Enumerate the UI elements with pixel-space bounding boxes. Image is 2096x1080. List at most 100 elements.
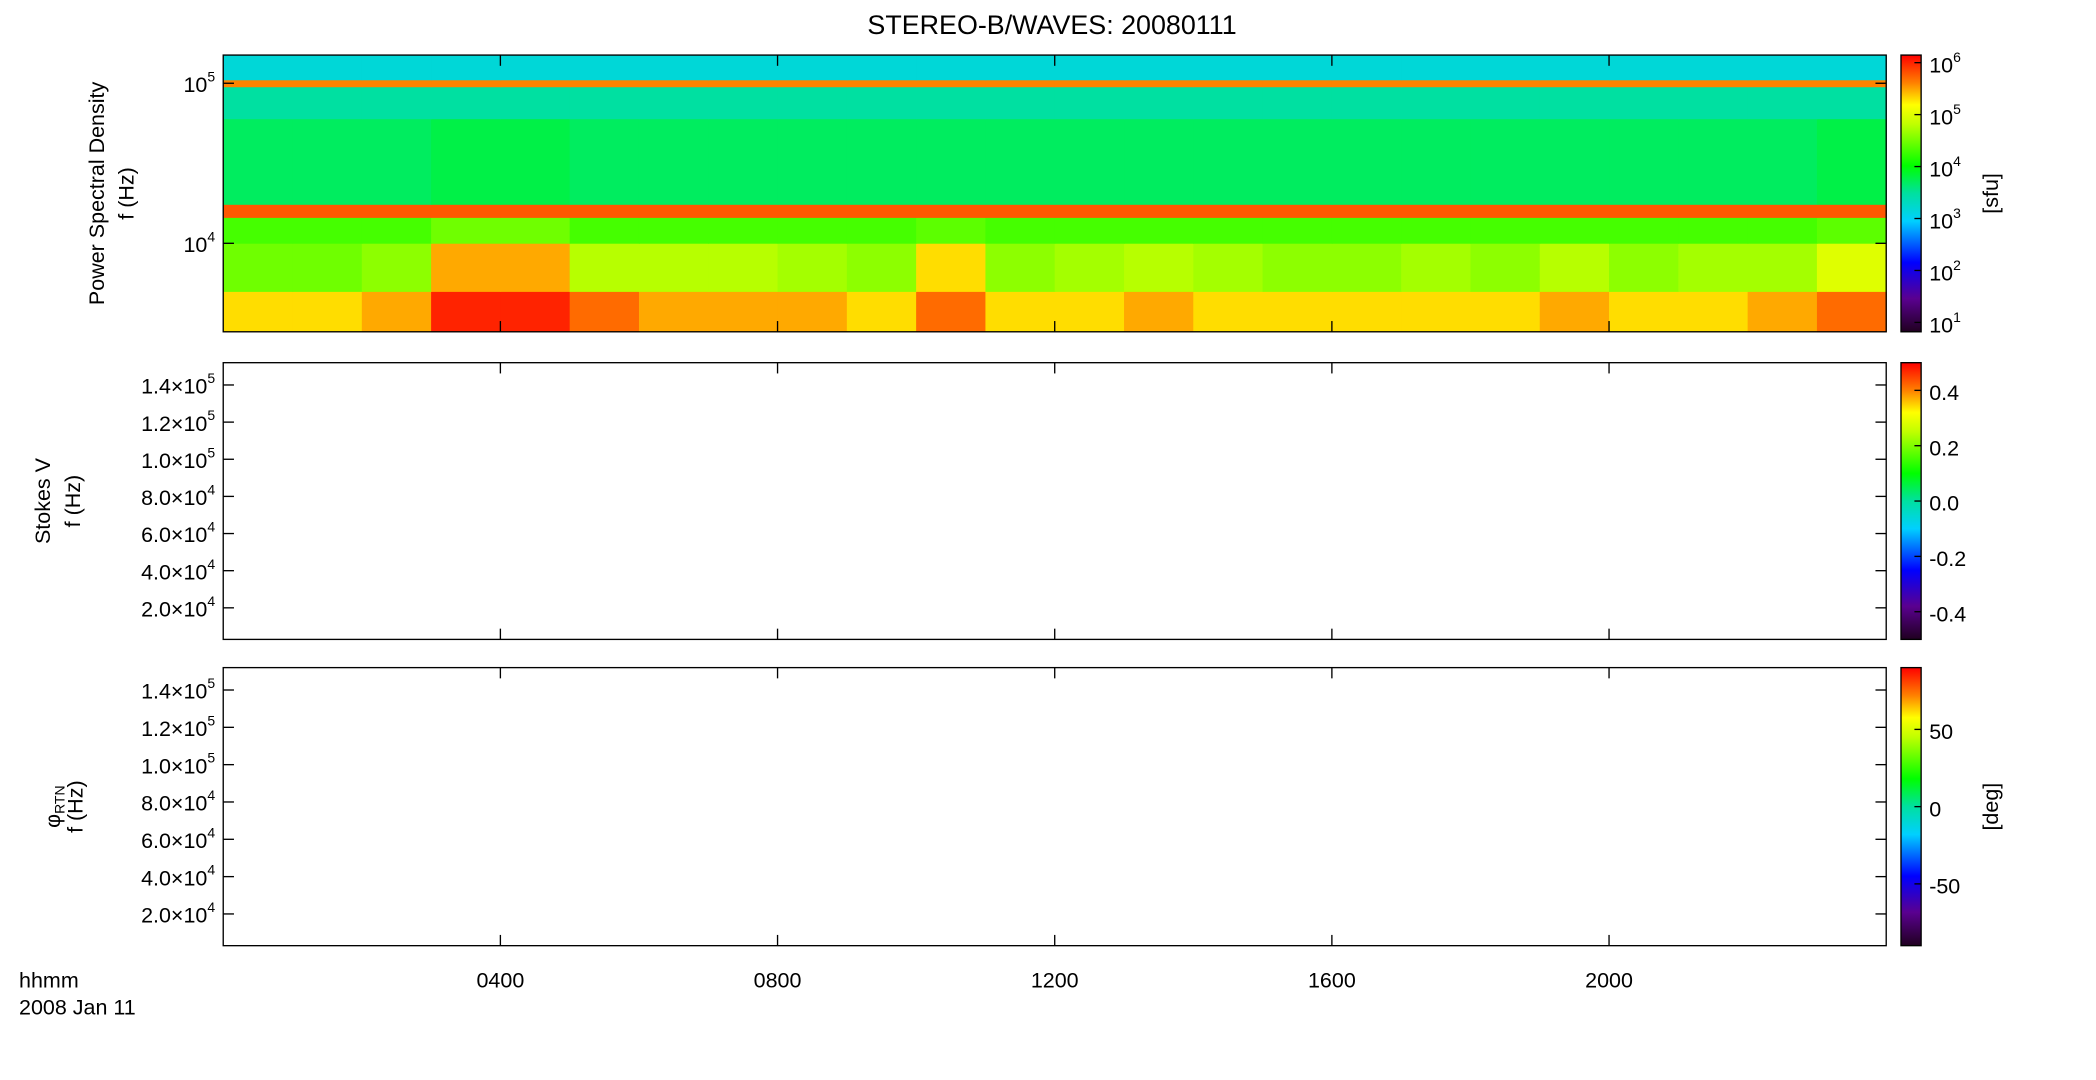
heatmap-cell xyxy=(1609,118,1680,205)
colorbar-tick-label: 103 xyxy=(1929,205,1961,234)
heatmap-cell xyxy=(638,291,709,333)
heatmap-cell xyxy=(1609,86,1680,120)
heatmap-cell xyxy=(569,55,640,81)
heatmap-cell xyxy=(777,55,848,81)
heatmap-cell xyxy=(1747,79,1818,88)
heatmap-cell xyxy=(1331,204,1402,218)
heatmap-cell xyxy=(1262,243,1333,292)
heatmap-cell xyxy=(638,243,709,292)
colorbar-tick-label: 0.0 xyxy=(1929,492,1959,516)
x-axis-title: 2008 Jan 11 xyxy=(19,995,136,1019)
y-axis-title: φRTN xyxy=(41,785,67,827)
colorbar-tick-label: 102 xyxy=(1929,257,1961,286)
colorbar-label: [sfu] xyxy=(1979,173,2003,214)
heatmap-cell xyxy=(1401,217,1472,244)
heatmap-cell xyxy=(431,291,502,333)
heatmap-cell xyxy=(1678,291,1749,333)
heatmap-cell xyxy=(361,243,432,292)
y-tick-label: 6.0×104 xyxy=(141,824,215,853)
heatmap-cell xyxy=(985,291,1056,333)
colorbar-tick-label: 101 xyxy=(1929,309,1961,338)
heatmap-cell xyxy=(1331,79,1402,88)
heatmap-cell xyxy=(1124,118,1194,205)
colorbar-tick-label: 105 xyxy=(1929,101,1961,130)
heatmap-cell xyxy=(500,55,571,81)
heatmap-cell xyxy=(1678,118,1749,205)
heatmap-cell xyxy=(361,79,432,88)
colorbar-tick-label: 0.4 xyxy=(1929,381,1959,405)
heatmap-cell xyxy=(1539,291,1610,333)
heatmap-cell xyxy=(1816,55,1887,81)
heatmap-cell xyxy=(1331,86,1402,120)
heatmap-cell xyxy=(1609,217,1680,244)
x-tick-label: 0800 xyxy=(754,969,802,993)
heatmap-cell xyxy=(916,55,987,81)
heatmap-cell xyxy=(1401,86,1472,120)
heatmap-cell xyxy=(1539,55,1610,81)
heatmap-cell xyxy=(223,204,294,218)
heatmap-cell xyxy=(431,118,502,205)
heatmap-cell xyxy=(1193,243,1264,292)
heatmap-cell xyxy=(1747,55,1818,81)
heatmap-cell xyxy=(638,86,709,120)
heatmap-cell xyxy=(1609,291,1680,333)
heatmap-cell xyxy=(1816,86,1887,120)
y-axis-title: f (Hz) xyxy=(63,780,87,833)
heatmap-cell xyxy=(1124,79,1194,88)
heatmap-cell xyxy=(1678,217,1749,244)
heatmap-cell xyxy=(777,79,848,88)
y-tick-label: 1.4×105 xyxy=(141,675,215,704)
y-tick-label: 1.0×105 xyxy=(141,749,215,778)
colorbar-tick-label: 106 xyxy=(1929,49,1961,78)
heatmap-cell xyxy=(708,118,779,205)
heatmap-cell xyxy=(1816,118,1887,205)
y-tick-label: 8.0×104 xyxy=(141,481,215,510)
y-tick-label: 1.4×105 xyxy=(141,370,215,399)
heatmap-cell xyxy=(569,86,640,120)
heatmap-cell xyxy=(569,243,640,292)
heatmap-cell xyxy=(1262,217,1333,244)
heatmap-cell xyxy=(361,55,432,81)
heatmap-cell xyxy=(1262,291,1333,333)
heatmap-cell xyxy=(1262,204,1333,218)
heatmap-cell xyxy=(1609,79,1680,88)
y-tick-label: 2.0×104 xyxy=(141,899,215,928)
x-tick-label: 2000 xyxy=(1585,969,1633,993)
heatmap-cell xyxy=(638,217,709,244)
y-tick-label: 104 xyxy=(183,228,215,257)
heatmap-cell xyxy=(1262,118,1333,205)
heatmap-cell xyxy=(846,55,917,81)
heatmap-cell xyxy=(1054,243,1125,292)
heatmap-cell xyxy=(223,118,294,205)
heatmap-cell xyxy=(638,55,709,81)
heatmap-cell xyxy=(361,291,432,333)
heatmap-cell xyxy=(916,217,987,244)
x-tick-label: 0400 xyxy=(476,969,524,993)
heatmap-cell xyxy=(1401,243,1472,292)
x-axis-title: hhmm xyxy=(19,969,79,993)
heatmap-cell xyxy=(1747,204,1818,218)
heatmap-cell xyxy=(1124,291,1194,333)
heatmap-cell xyxy=(916,204,987,218)
heatmap-cell xyxy=(1262,79,1333,88)
heatmap-cell xyxy=(361,204,432,218)
heatmap-cell xyxy=(569,217,640,244)
heatmap-cell xyxy=(708,79,779,88)
heatmap-cell xyxy=(1331,55,1402,81)
heatmap-cell xyxy=(777,204,848,218)
y-tick-label: 1.2×105 xyxy=(141,712,215,741)
heatmap-cell xyxy=(1193,217,1264,244)
heatmap-cell xyxy=(1193,55,1264,81)
heatmap-cell xyxy=(1470,55,1541,81)
heatmap-cell xyxy=(1124,86,1194,120)
heatmap-cell xyxy=(1193,79,1264,88)
y-tick-label: 1.0×105 xyxy=(141,444,215,473)
heatmap-cell xyxy=(1678,86,1749,120)
colorbar-tick-label: -0.2 xyxy=(1929,547,1966,571)
colorbar-tick-label: 104 xyxy=(1929,153,1961,182)
heatmap-cell xyxy=(777,118,848,205)
heatmap-cell xyxy=(569,204,640,218)
heatmap-cell xyxy=(846,291,917,333)
colorbar-tick-label: -50 xyxy=(1929,875,1960,899)
